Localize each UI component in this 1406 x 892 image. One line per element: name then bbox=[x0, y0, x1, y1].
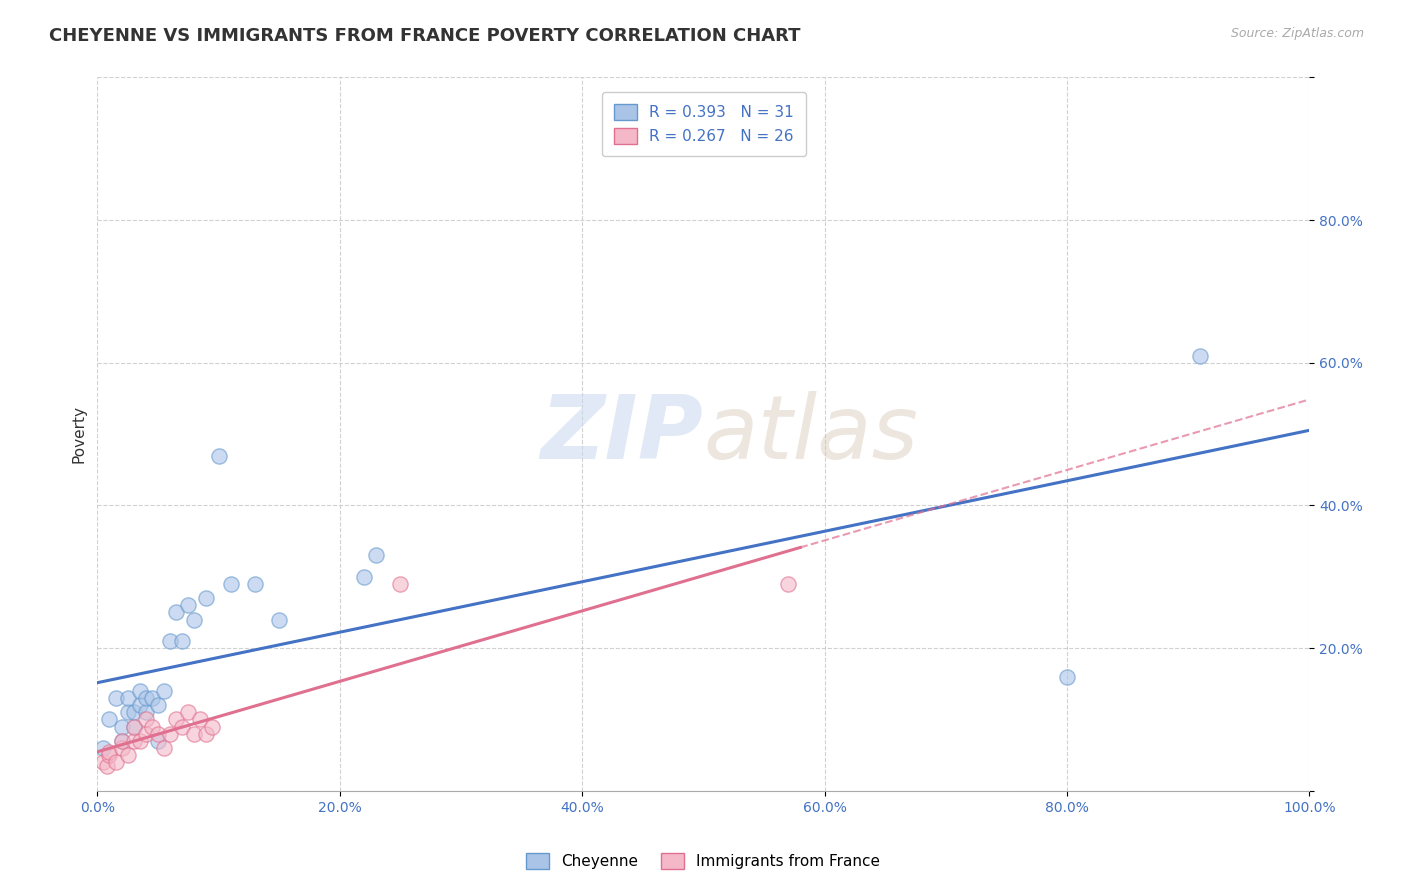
Point bbox=[141, 691, 163, 706]
Point bbox=[207, 449, 229, 463]
Point bbox=[159, 634, 181, 648]
Point bbox=[104, 691, 127, 706]
Point bbox=[146, 727, 169, 741]
Point bbox=[93, 756, 115, 770]
Point bbox=[190, 713, 212, 727]
Text: CHEYENNE VS IMMIGRANTS FROM FRANCE POVERTY CORRELATION CHART: CHEYENNE VS IMMIGRANTS FROM FRANCE POVER… bbox=[49, 27, 800, 45]
Point bbox=[128, 734, 150, 748]
Point bbox=[177, 706, 200, 720]
Point bbox=[195, 591, 218, 606]
Point bbox=[135, 713, 157, 727]
Point bbox=[128, 684, 150, 698]
Point bbox=[122, 734, 145, 748]
Point bbox=[122, 720, 145, 734]
Point bbox=[98, 713, 121, 727]
Point bbox=[177, 599, 200, 613]
Legend: R = 0.393   N = 31, R = 0.267   N = 26: R = 0.393 N = 31, R = 0.267 N = 26 bbox=[602, 92, 806, 156]
Point bbox=[110, 741, 132, 756]
Point bbox=[122, 720, 145, 734]
Point bbox=[353, 570, 375, 584]
Point bbox=[778, 577, 800, 591]
Point bbox=[122, 706, 145, 720]
Point bbox=[117, 691, 139, 706]
Point bbox=[98, 748, 121, 763]
Point bbox=[183, 727, 205, 741]
Point bbox=[1056, 670, 1078, 684]
Point bbox=[165, 713, 187, 727]
Y-axis label: Poverty: Poverty bbox=[72, 405, 86, 463]
Point bbox=[135, 727, 157, 741]
Point bbox=[172, 720, 194, 734]
Point bbox=[117, 706, 139, 720]
Point bbox=[135, 691, 157, 706]
Point bbox=[135, 706, 157, 720]
Point bbox=[104, 756, 127, 770]
Point bbox=[146, 698, 169, 713]
Point bbox=[153, 684, 176, 698]
Point bbox=[269, 613, 291, 627]
Point bbox=[243, 577, 266, 591]
Point bbox=[98, 745, 121, 759]
Point bbox=[128, 698, 150, 713]
Point bbox=[96, 759, 118, 773]
Point bbox=[141, 720, 163, 734]
Point bbox=[172, 634, 194, 648]
Point bbox=[364, 549, 387, 563]
Point bbox=[117, 748, 139, 763]
Text: atlas: atlas bbox=[703, 391, 918, 477]
Point bbox=[93, 741, 115, 756]
Point bbox=[153, 741, 176, 756]
Point bbox=[165, 606, 187, 620]
Text: Source: ZipAtlas.com: Source: ZipAtlas.com bbox=[1230, 27, 1364, 40]
Point bbox=[201, 720, 224, 734]
Point bbox=[183, 613, 205, 627]
Point bbox=[110, 720, 132, 734]
Legend: Cheyenne, Immigrants from France: Cheyenne, Immigrants from France bbox=[520, 847, 886, 875]
Text: ZIP: ZIP bbox=[540, 391, 703, 477]
Point bbox=[110, 734, 132, 748]
Point bbox=[146, 734, 169, 748]
Point bbox=[389, 577, 412, 591]
Point bbox=[195, 727, 218, 741]
Point bbox=[110, 734, 132, 748]
Point bbox=[219, 577, 242, 591]
Point bbox=[159, 727, 181, 741]
Point bbox=[1189, 349, 1212, 363]
